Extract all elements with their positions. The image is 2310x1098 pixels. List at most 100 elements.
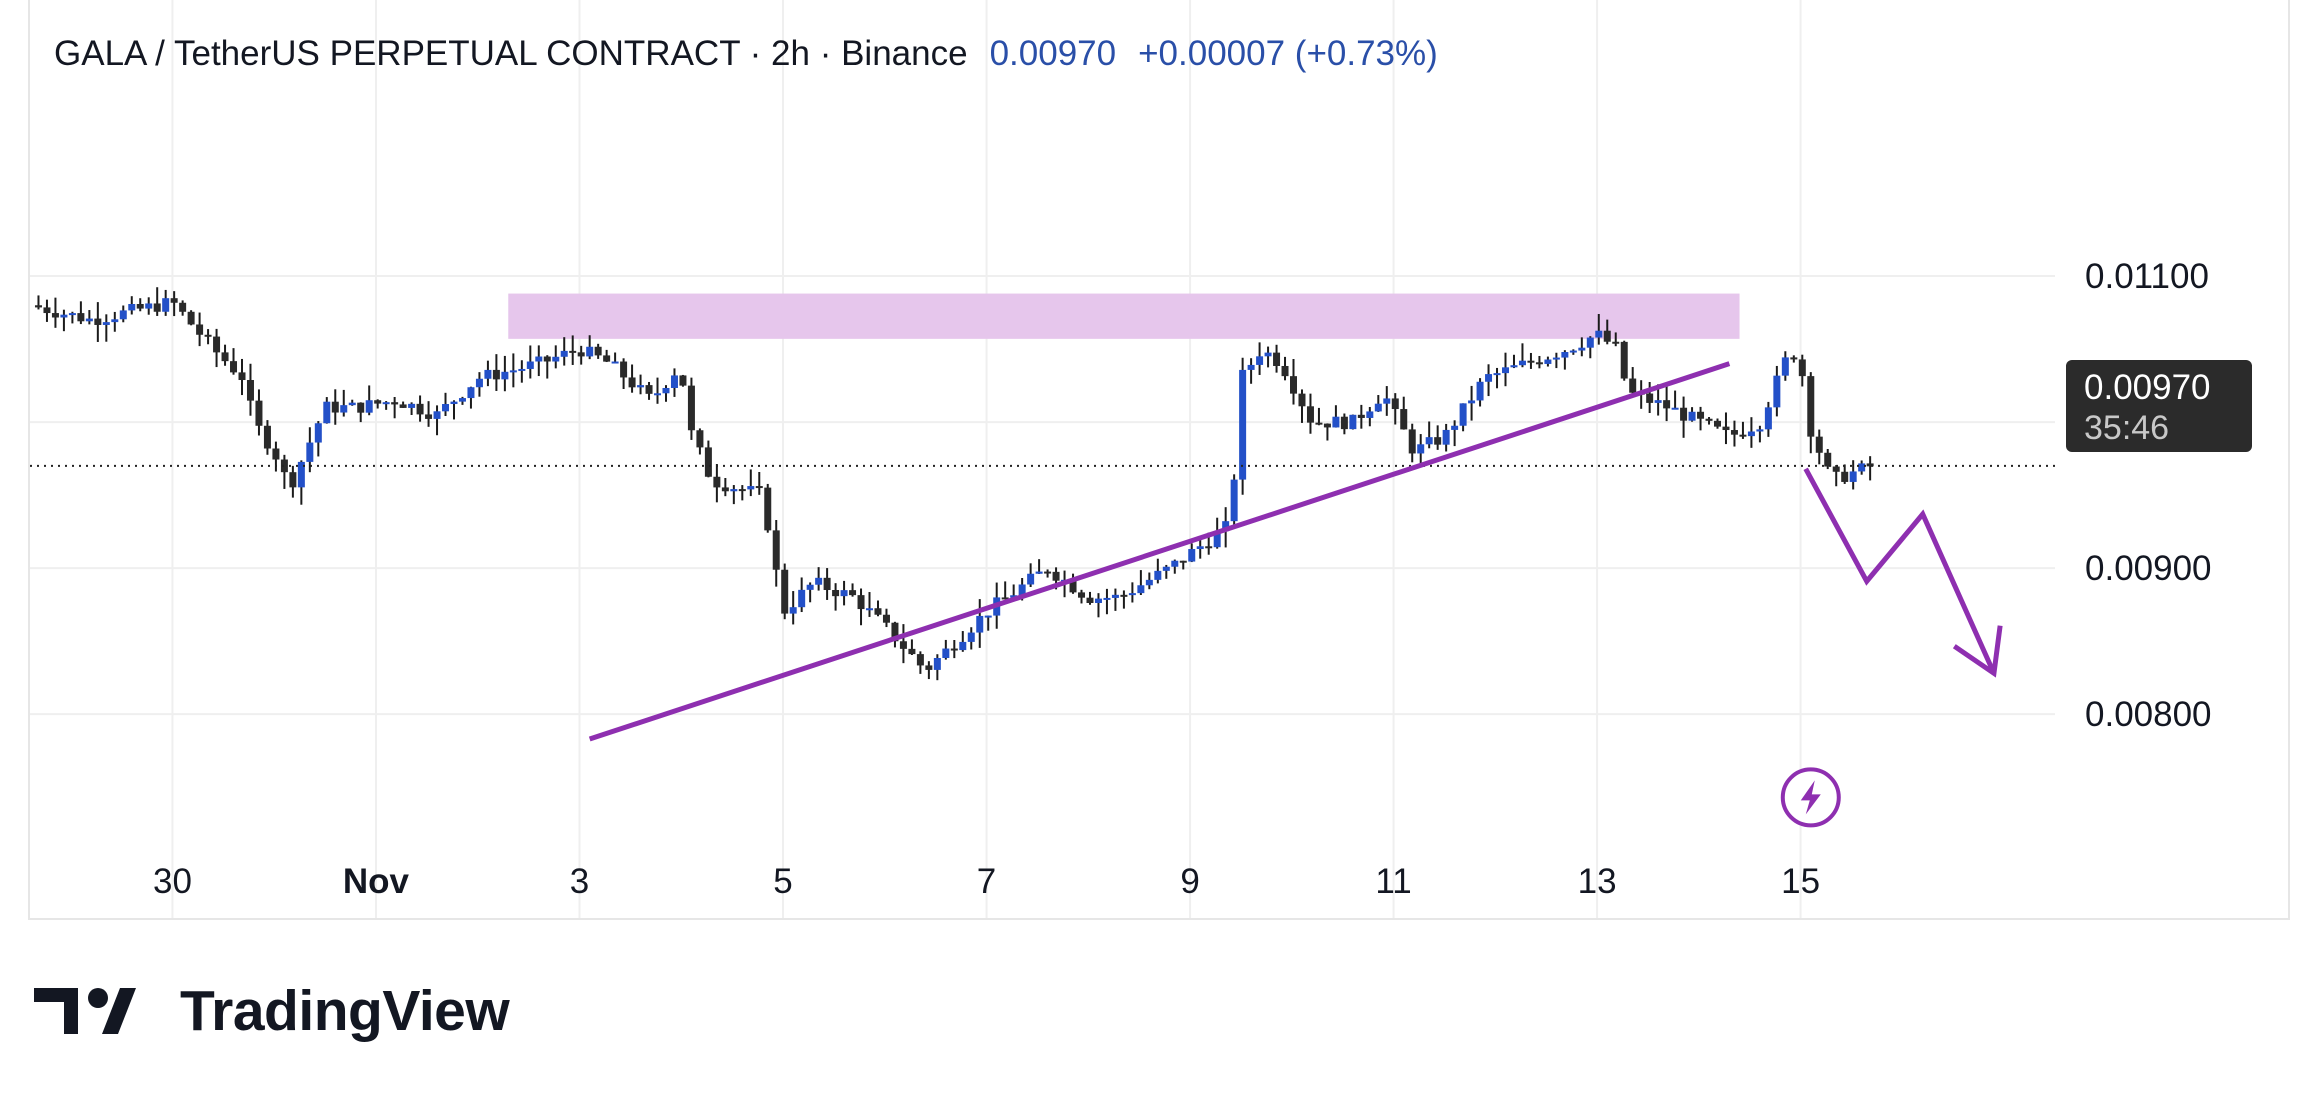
candle-body: [976, 615, 984, 633]
candle-body: [1502, 367, 1510, 374]
candle-body: [738, 489, 746, 492]
chart-header: GALA / TetherUS PERPETUAL CONTRACT · 2h …: [54, 30, 1438, 78]
candle-body: [764, 487, 772, 531]
candle-body: [484, 369, 492, 379]
candle-body: [1281, 365, 1289, 377]
candle-body: [849, 590, 857, 596]
candle-body: [1120, 594, 1128, 597]
candlestick-series: [34, 287, 1874, 681]
candle-body: [730, 489, 738, 492]
candle-body: [1603, 330, 1611, 342]
candle-body: [1179, 560, 1187, 563]
candle-body: [1357, 414, 1365, 418]
candle-body: [1128, 593, 1136, 596]
candle-body: [501, 371, 509, 380]
candle-body: [1010, 595, 1018, 598]
x-tick-label: 13: [1578, 862, 1617, 901]
candle-body: [1205, 546, 1213, 549]
candle-body: [798, 589, 806, 608]
price-badge-countdown: 35:46: [2084, 409, 2170, 447]
candle-body: [391, 402, 399, 405]
candle-body: [1374, 403, 1382, 412]
candle-body: [1434, 437, 1442, 445]
candle-body: [1756, 429, 1764, 432]
candle-body: [832, 590, 840, 597]
candle-body: [1739, 434, 1747, 437]
candle-body: [560, 350, 568, 357]
candle-body: [670, 375, 678, 388]
projection-arrowhead: [1952, 625, 2003, 678]
candle-body: [425, 414, 433, 419]
candle-body: [1468, 400, 1476, 404]
candle-body: [891, 622, 899, 642]
candle-body: [679, 375, 687, 386]
candle-body: [213, 336, 221, 353]
resistance-zone[interactable]: [508, 293, 1740, 339]
price-badge: 0.00970 35:46: [2066, 360, 2252, 452]
projection-path[interactable]: [1803, 467, 1997, 675]
candle-body: [882, 614, 890, 623]
candle-body: [1527, 360, 1535, 363]
candle-body: [1663, 400, 1671, 409]
candle-body: [509, 370, 517, 373]
candle-body: [1103, 597, 1111, 600]
candle-body: [950, 648, 958, 651]
candle-body: [365, 400, 373, 413]
x-tick-label: 9: [1180, 862, 1199, 901]
candle-body: [1578, 347, 1586, 351]
candle-body: [959, 641, 967, 651]
time-axis[interactable]: 30 Nov 3 5 7 9 11 13 15: [153, 862, 1820, 901]
lightning-icon[interactable]: [1780, 767, 1841, 828]
support-trendline[interactable]: [588, 361, 1731, 742]
candle-body: [1586, 337, 1594, 348]
candle-body: [518, 368, 526, 371]
candle-body: [1747, 431, 1755, 437]
candle-body: [1714, 420, 1721, 427]
candle-body: [297, 461, 305, 488]
candle-body: [153, 303, 161, 312]
candle-body: [840, 590, 848, 597]
candle-body: [687, 385, 695, 431]
candle-body: [475, 378, 483, 388]
tradingview-logo[interactable]: TradingView: [34, 976, 510, 1046]
candle-body: [1340, 416, 1348, 430]
candle-body: [1425, 437, 1433, 445]
candle-body: [85, 318, 93, 322]
candle-body: [1518, 360, 1526, 366]
candle-body: [1688, 411, 1696, 421]
candle-body: [1552, 357, 1560, 360]
candle-body: [60, 314, 68, 318]
candle-body: [246, 380, 254, 401]
candle-body: [815, 577, 823, 585]
candle-body: [899, 641, 907, 649]
symbol-title[interactable]: GALA / TetherUS PERPETUAL CONTRACT · 2h …: [54, 34, 968, 73]
candle-body: [916, 654, 924, 666]
candle-body: [1781, 357, 1789, 376]
candle-body: [1824, 452, 1832, 467]
candle-body: [1264, 352, 1272, 357]
candle-body: [1315, 422, 1323, 425]
candle-body: [68, 313, 76, 316]
y-tick-label: 0.00900: [2085, 549, 2212, 588]
candle-body: [925, 665, 933, 670]
candle-body: [408, 403, 416, 408]
candle-body: [611, 361, 619, 364]
candle-body: [1323, 423, 1331, 428]
candle-body: [306, 442, 314, 462]
candle-body: [1730, 430, 1738, 435]
candle-body: [1764, 407, 1772, 430]
candle-body: [331, 401, 339, 413]
candle-body: [1620, 341, 1628, 379]
candle-body: [51, 313, 59, 318]
candle-body: [1849, 471, 1857, 482]
candle-body: [1044, 571, 1052, 574]
candle-body: [1544, 359, 1552, 364]
candle-body: [1841, 471, 1849, 482]
candle-body: [747, 486, 755, 490]
candle-body: [1493, 373, 1501, 376]
candle-body: [1671, 407, 1679, 410]
candle-body: [1052, 571, 1060, 581]
candle-body: [1332, 416, 1340, 428]
